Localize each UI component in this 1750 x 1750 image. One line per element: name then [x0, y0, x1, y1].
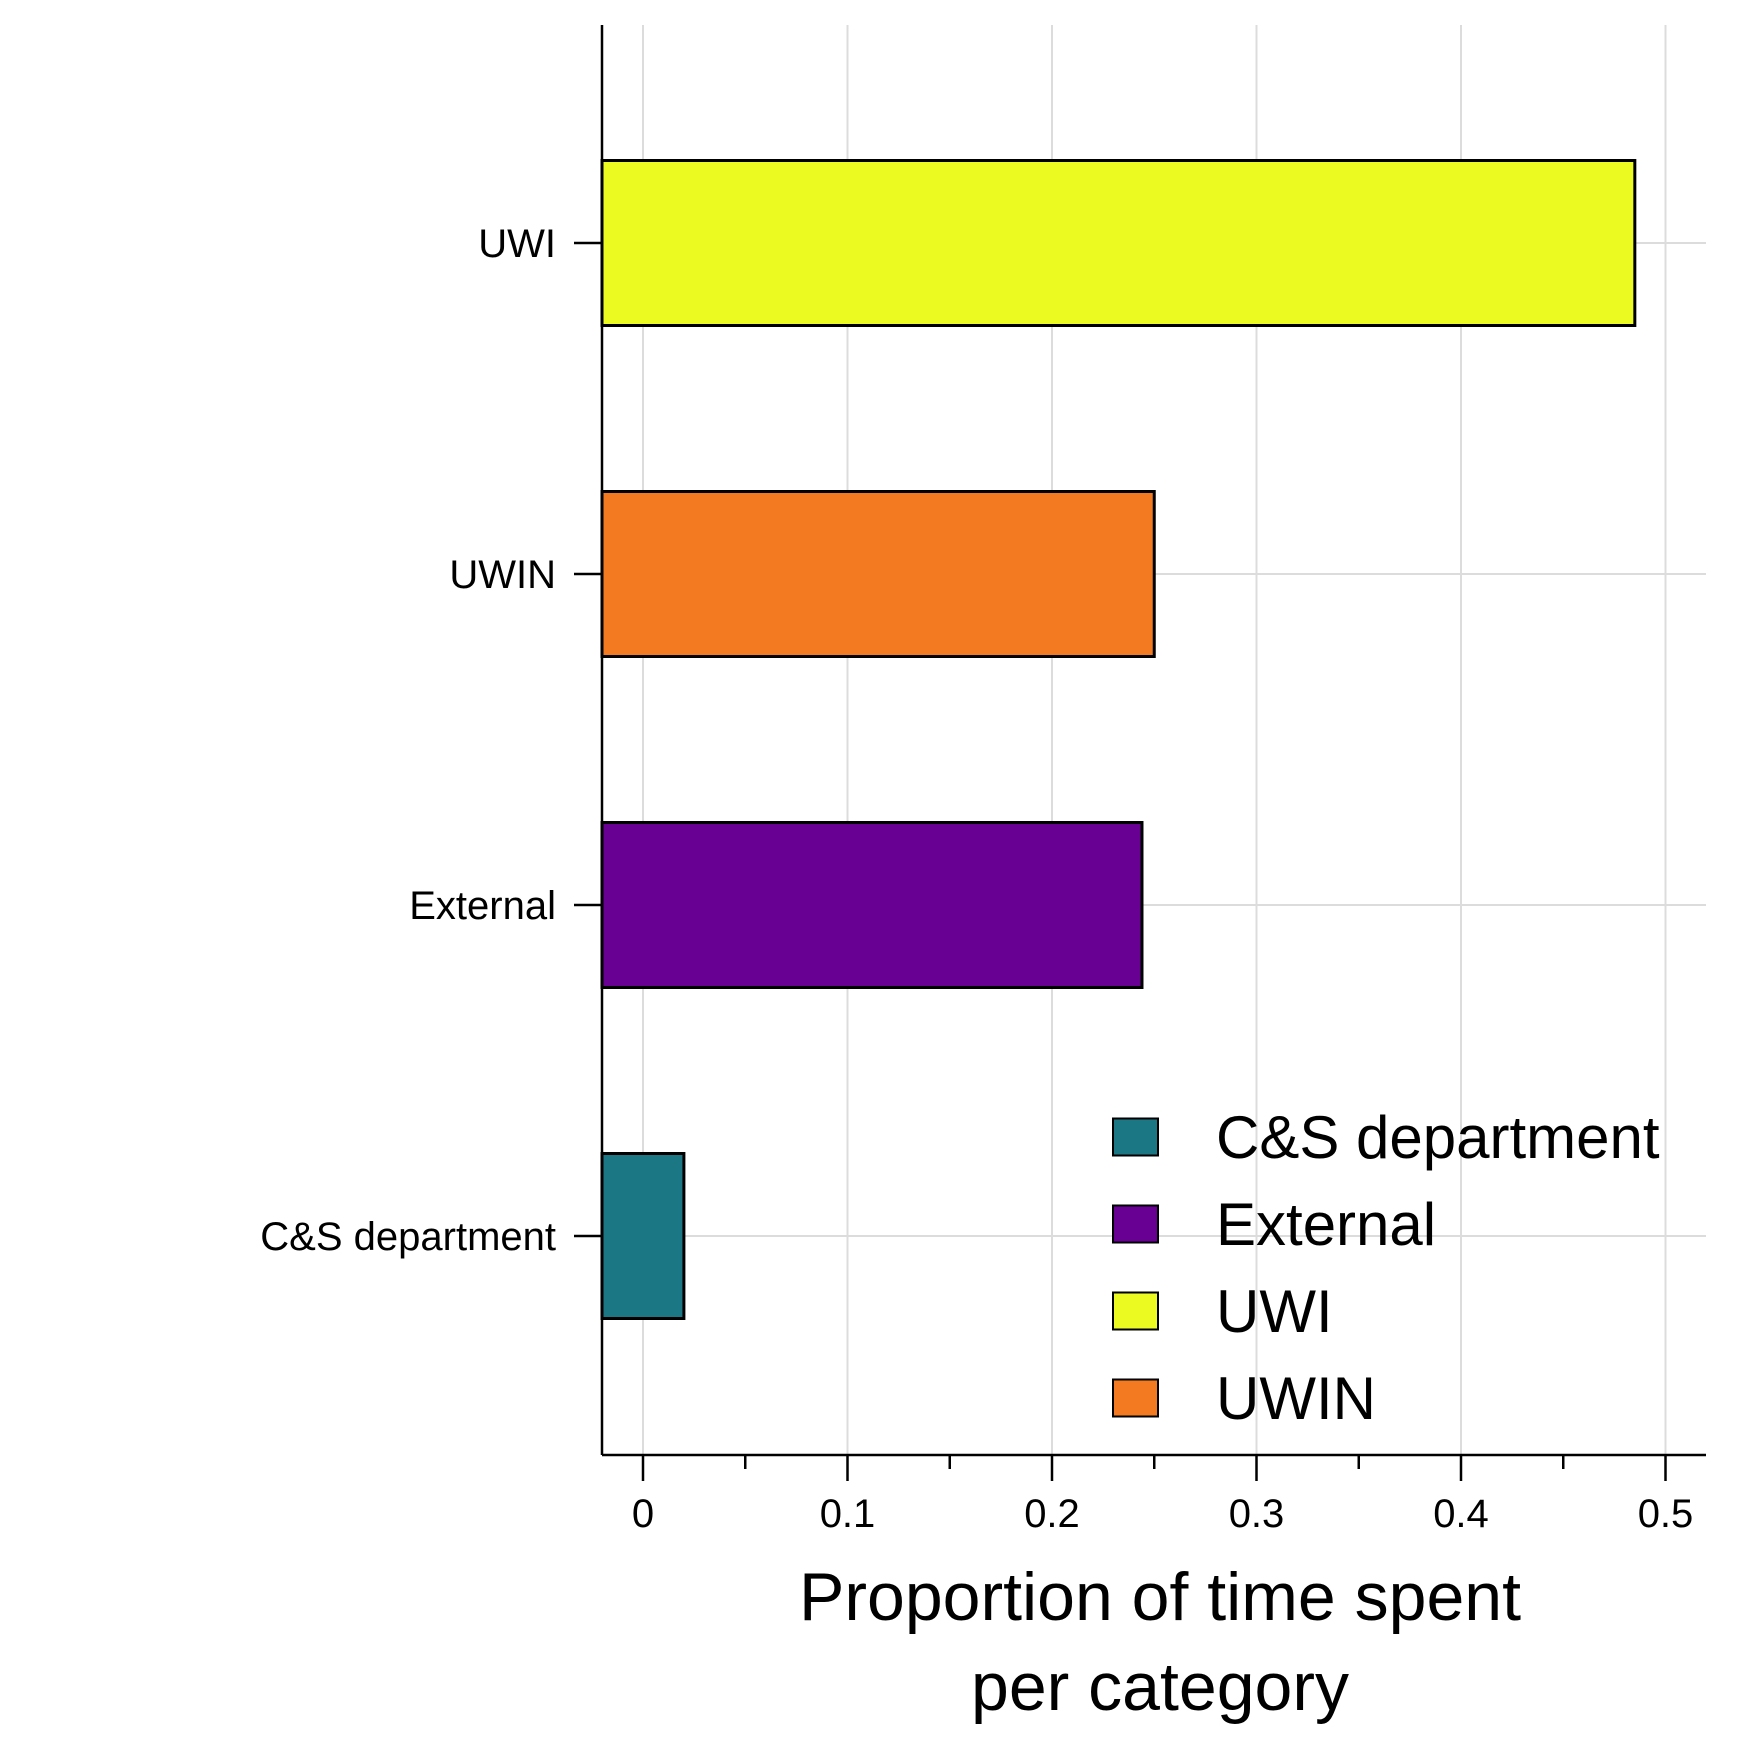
legend: C&S department External UWI UWIN	[1112, 1104, 1660, 1432]
bar-external	[600, 821, 1144, 989]
x-tick-label: 0	[632, 1492, 654, 1536]
legend-label: UWIN	[1216, 1365, 1376, 1432]
x-axis-title-line-2: per category	[971, 1649, 1349, 1725]
x-tick-label: 0.2	[1024, 1492, 1080, 1536]
legend-swatch	[1112, 1378, 1159, 1418]
legend-swatch	[1112, 1291, 1159, 1331]
bar-c-s-department	[600, 1152, 686, 1320]
legend-swatch	[1112, 1117, 1159, 1157]
legend-label: UWI	[1216, 1278, 1333, 1345]
bar-uwin	[600, 490, 1156, 658]
x-tick-label: 0.1	[820, 1492, 876, 1536]
axis-layer	[574, 25, 1706, 1481]
label-layer: UWI UWIN External C&S department 0 0.1 0.2 0.3 0…	[260, 222, 1693, 1536]
bar-uwi	[600, 159, 1637, 327]
x-tick-label: 0.5	[1638, 1492, 1694, 1536]
y-tick-label: UWI	[478, 222, 556, 266]
legend-label: External	[1216, 1191, 1436, 1258]
y-tick-label: C&S department	[260, 1215, 556, 1259]
x-axis-title-line-1: Proportion of time spent	[799, 1559, 1521, 1635]
legend-swatch	[1112, 1204, 1159, 1244]
y-tick-label: UWIN	[449, 553, 556, 597]
x-tick-label: 0.3	[1229, 1492, 1285, 1536]
x-tick-label: 0.4	[1433, 1492, 1489, 1536]
y-tick-label: External	[409, 884, 556, 928]
bar-layer	[600, 159, 1637, 1320]
legend-label: C&S department	[1216, 1104, 1660, 1171]
